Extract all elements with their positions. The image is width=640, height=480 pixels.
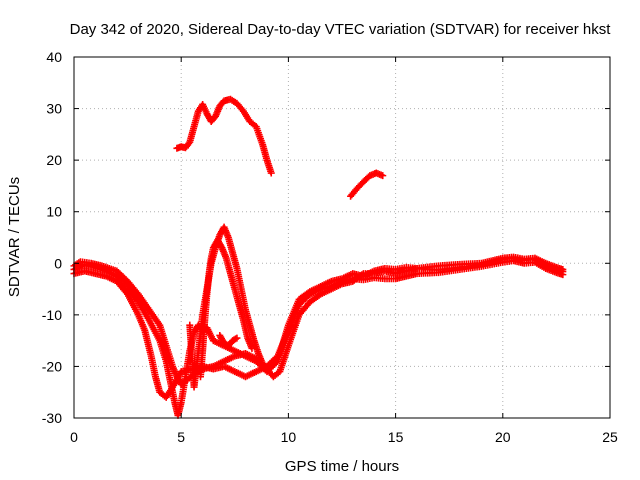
data-point-marker	[263, 365, 271, 373]
x-tick-label: 20	[495, 429, 511, 445]
y-axis-label: SDTVAR / TECUs	[6, 177, 23, 297]
data-points	[70, 95, 567, 419]
x-tick-label: 5	[177, 429, 185, 445]
data-point-marker	[233, 334, 241, 342]
x-tick-label: 15	[388, 429, 404, 445]
y-tick-label: 40	[46, 49, 62, 65]
y-tick-label: 30	[46, 101, 62, 117]
data-point-marker	[232, 335, 240, 343]
plot-frame	[73, 56, 611, 419]
chart-title: Day 342 of 2020, Sidereal Day-to-day VTE…	[70, 21, 612, 38]
x-axis-label: GPS time / hours	[285, 458, 399, 475]
grid-lines	[74, 57, 610, 418]
y-tick-label: -30	[42, 410, 62, 426]
data-point-marker	[248, 344, 256, 352]
data-point-marker	[267, 169, 275, 177]
data-point-marker	[262, 364, 270, 372]
axis-ticks: 0 5 10 15 20 25 -30 -20 -10 0 10 20 30 40	[42, 49, 618, 445]
y-tick-label: 0	[54, 255, 62, 271]
y-tick-label: 10	[46, 204, 62, 220]
data-point-marker	[379, 172, 387, 180]
y-tick-label: -20	[42, 358, 62, 374]
y-tick-label: 20	[46, 152, 62, 168]
x-tick-label: 25	[602, 429, 618, 445]
x-tick-label: 0	[70, 429, 78, 445]
data-point-marker	[559, 265, 567, 273]
x-tick-label: 10	[281, 429, 297, 445]
y-tick-label: -10	[42, 307, 62, 323]
